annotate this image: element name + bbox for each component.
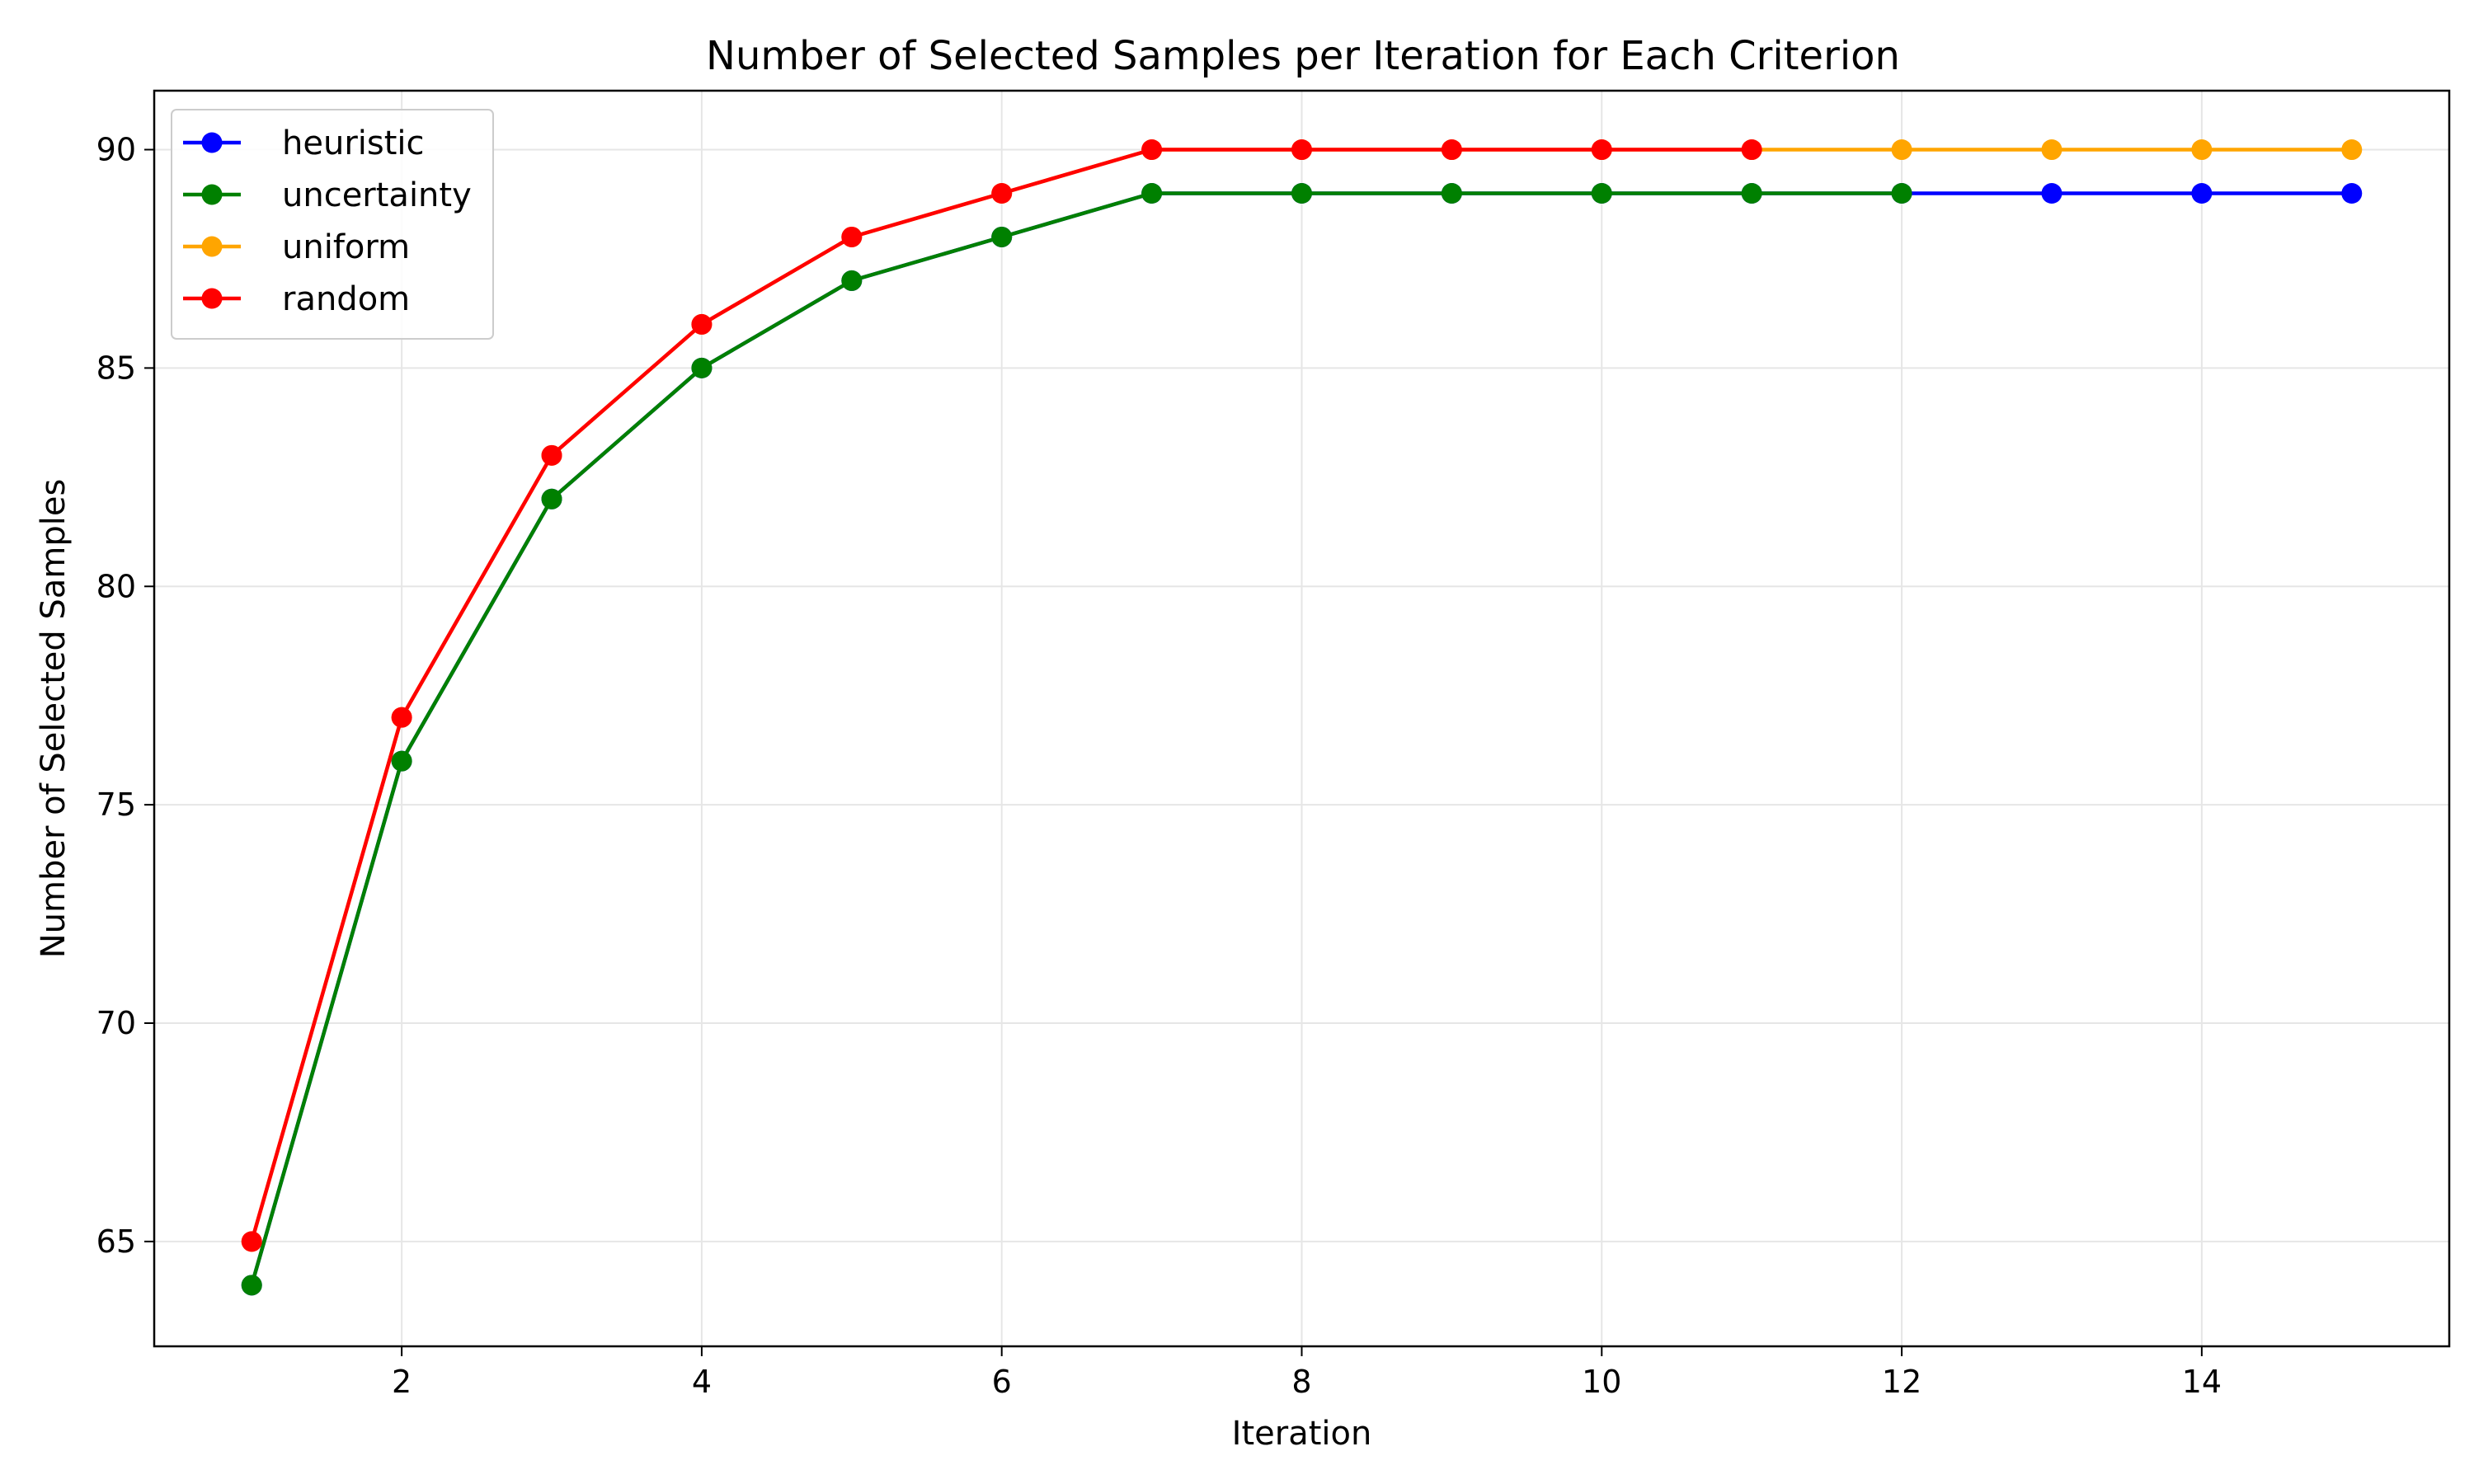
legend-marker-swatch xyxy=(201,236,223,257)
y-tick-label: 70 xyxy=(96,1005,136,1041)
y-axis-label: Number of Selected Samples xyxy=(35,479,73,959)
data-point-random xyxy=(1291,139,1312,161)
data-point-uncertainty xyxy=(691,357,713,378)
series-layer xyxy=(241,139,2363,1296)
data-point-uniform xyxy=(2191,139,2213,161)
data-point-uniform xyxy=(2041,139,2062,161)
x-tick-label: 4 xyxy=(692,1364,712,1400)
x-axis-label: Iteration xyxy=(1232,1415,1372,1453)
data-point-uniform xyxy=(1891,139,1912,161)
data-point-random xyxy=(1141,139,1163,161)
legend-marker-swatch xyxy=(201,184,223,205)
legend-label: heuristic xyxy=(282,124,425,162)
data-point-uncertainty xyxy=(1591,182,1612,204)
data-point-random xyxy=(1441,139,1462,161)
data-point-random xyxy=(541,444,562,466)
x-tick-label: 2 xyxy=(392,1364,412,1400)
data-point-uncertainty xyxy=(1291,182,1312,204)
data-point-uncertainty xyxy=(1141,182,1163,204)
data-point-random xyxy=(391,707,412,728)
legend-item-uniform: uniform xyxy=(183,228,410,266)
y-axis-ticks: 65 70 75 80 85 90 xyxy=(96,132,154,1260)
legend: heuristic uncertainty uniform random xyxy=(171,109,494,340)
x-tick-label: 14 xyxy=(2182,1364,2222,1400)
legend-marker-swatch xyxy=(201,132,223,153)
data-point-random xyxy=(1741,139,1762,161)
y-tick-label: 65 xyxy=(96,1223,136,1260)
y-tick-label: 75 xyxy=(96,787,136,823)
legend-label: random xyxy=(282,280,410,318)
series-random xyxy=(241,139,1762,1252)
x-tick-label: 12 xyxy=(1882,1364,1921,1400)
data-point-uncertainty xyxy=(241,1275,262,1296)
data-point-random xyxy=(241,1231,262,1252)
grid-lines xyxy=(154,91,2449,1346)
x-tick-label: 8 xyxy=(1291,1364,1311,1400)
data-point-uncertainty xyxy=(391,750,412,772)
data-point-heuristic xyxy=(2041,182,2062,204)
legend-label: uniform xyxy=(282,228,410,266)
x-tick-label: 10 xyxy=(1582,1364,1621,1400)
data-point-uncertainty xyxy=(1891,182,1912,204)
data-point-random xyxy=(691,313,713,335)
series-uncertainty xyxy=(241,182,1912,1296)
chart-title: Number of Selected Samples per Iteration… xyxy=(706,33,1900,79)
data-point-random xyxy=(991,182,1013,204)
series-line-uncertainty xyxy=(250,191,1903,1286)
data-point-random xyxy=(841,226,863,247)
legend-item-heuristic: heuristic xyxy=(183,124,425,162)
legend-box xyxy=(171,109,494,340)
legend-item-uncertainty: uncertainty xyxy=(183,176,472,214)
data-point-uncertainty xyxy=(841,270,863,291)
y-tick-label: 85 xyxy=(96,350,136,386)
x-axis-ticks: 2 4 6 8 10 12 14 xyxy=(392,1346,2222,1400)
data-point-heuristic xyxy=(2341,182,2363,204)
data-point-uncertainty xyxy=(1441,182,1462,204)
data-point-uncertainty xyxy=(541,488,562,510)
legend-marker-swatch xyxy=(201,288,223,309)
data-point-uncertainty xyxy=(1741,182,1762,204)
data-point-uniform xyxy=(2341,139,2363,161)
data-point-random xyxy=(1591,139,1612,161)
data-point-heuristic xyxy=(2191,182,2213,204)
y-tick-label: 80 xyxy=(96,568,136,604)
y-tick-label: 90 xyxy=(96,132,136,168)
x-tick-label: 6 xyxy=(992,1364,1012,1400)
legend-label: uncertainty xyxy=(282,176,472,214)
data-point-uncertainty xyxy=(991,226,1013,247)
legend-item-random: random xyxy=(183,280,410,318)
